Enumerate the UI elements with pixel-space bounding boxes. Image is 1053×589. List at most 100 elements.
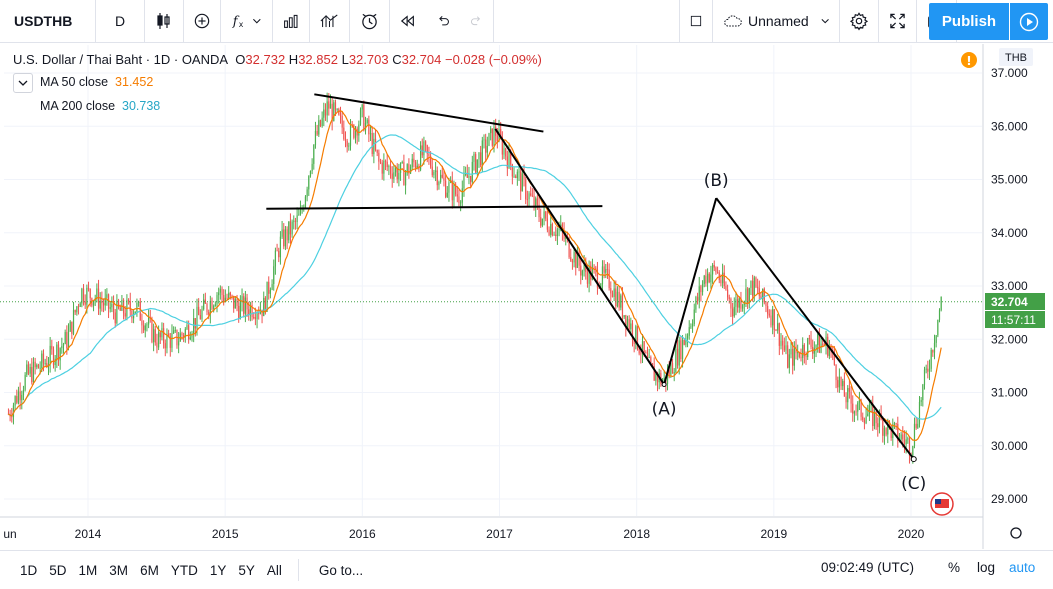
candle-body <box>503 148 505 155</box>
candle-body <box>715 267 717 273</box>
layout-name: Unnamed <box>747 13 809 29</box>
candle-body <box>433 171 435 176</box>
candle-body <box>314 130 317 145</box>
candle-body <box>865 416 867 424</box>
replay-button[interactable] <box>390 0 426 43</box>
candle-body <box>458 196 460 203</box>
redo-icon <box>471 16 481 26</box>
candle-body <box>815 345 817 349</box>
candle-body <box>142 325 145 331</box>
candle-body <box>686 335 689 339</box>
legend-collapse-button[interactable] <box>13 73 33 93</box>
candle-body <box>671 363 674 374</box>
axis-settings-icon[interactable] <box>1010 527 1022 539</box>
candle-body <box>875 411 877 424</box>
candle-body <box>620 295 622 308</box>
range-button-all[interactable]: All <box>266 562 282 578</box>
goto-button[interactable]: Go to... <box>297 559 363 581</box>
log-toggle[interactable]: log <box>977 560 996 575</box>
candle-body <box>109 307 111 309</box>
fullscreen-button[interactable] <box>879 0 917 43</box>
candle-body <box>117 300 120 308</box>
symbol-search[interactable]: USDTHB <box>0 0 96 43</box>
candle-body <box>500 129 502 137</box>
candle-body <box>726 289 729 298</box>
ma50-legend[interactable]: MA 50 close 31.452 <box>40 75 153 89</box>
candle-body <box>226 297 228 299</box>
percent-toggle[interactable]: % <box>948 560 961 575</box>
ma200-legend[interactable]: MA 200 close 30.738 <box>40 99 160 113</box>
chart-style-button[interactable] <box>145 0 184 43</box>
candle-body <box>783 345 785 351</box>
range-button-5y[interactable]: 5Y <box>238 562 255 578</box>
candle-body <box>72 310 75 334</box>
candle-body <box>593 267 595 269</box>
candle-body <box>873 411 876 427</box>
candle-body <box>248 309 250 316</box>
publish-button[interactable]: Publish <box>929 3 1009 40</box>
candle-body <box>236 299 238 306</box>
candle-body <box>553 234 555 236</box>
range-buttons: 1D 5D 1M 3M 6M YTD 1Y 5Y All <box>0 563 288 578</box>
candle-body <box>648 357 650 359</box>
undo-button[interactable] <box>426 0 460 43</box>
financials-button[interactable] <box>273 0 310 43</box>
candle-body <box>531 195 533 197</box>
wave-line[interactable] <box>663 197 718 385</box>
fullscreen-select-button[interactable] <box>680 0 713 43</box>
candle-body <box>445 180 447 197</box>
range-button-6m[interactable]: 6M <box>140 562 159 578</box>
candle-body <box>842 380 844 387</box>
range-button-5d[interactable]: 5D <box>49 562 67 578</box>
candle-body <box>51 345 53 350</box>
candle-body <box>775 329 777 331</box>
candle-body <box>136 302 138 312</box>
utc-clock[interactable]: 09:02:49 (UTC) <box>821 560 915 575</box>
candle-body <box>655 373 657 381</box>
range-button-3m[interactable]: 3M <box>109 562 129 578</box>
trendline-2[interactable] <box>266 205 603 210</box>
trendline-1[interactable] <box>314 93 544 133</box>
play-button[interactable] <box>1010 3 1048 40</box>
redo-button[interactable] <box>460 0 494 43</box>
range-button-1d[interactable]: 1D <box>20 562 38 578</box>
close-value: 32.704 <box>401 52 442 67</box>
range-button-1y[interactable]: 1Y <box>209 562 227 578</box>
candle-body <box>681 339 684 360</box>
ma50-value: 31.452 <box>115 75 154 89</box>
candle-body <box>446 192 448 197</box>
range-button-ytd[interactable]: YTD <box>170 562 198 578</box>
interval-button[interactable]: D <box>96 0 145 43</box>
price-chart[interactable]: (A)(B)(C)37.00036.00035.00034.00033.0003… <box>0 0 1053 550</box>
candle-body <box>308 176 310 190</box>
candle-body <box>893 423 896 425</box>
candle-body <box>496 135 498 142</box>
wave-line[interactable] <box>715 197 915 460</box>
legend-title: U.S. Dollar / Thai Baht · 1D · OANDA <box>13 52 229 67</box>
info-badge-icon[interactable] <box>961 52 977 68</box>
templates-button[interactable] <box>310 0 350 43</box>
candle-body <box>855 411 857 413</box>
candle-body <box>102 303 105 306</box>
wave-line[interactable] <box>494 128 665 386</box>
layout-button[interactable]: Unnamed <box>713 0 840 43</box>
svg-text:f: f <box>232 14 240 29</box>
candle-body <box>166 333 168 349</box>
square-icon <box>690 15 702 27</box>
candle-body <box>127 299 130 302</box>
candle-body <box>279 236 282 258</box>
range-button-1m[interactable]: 1M <box>78 562 98 578</box>
rewind-icon <box>400 15 414 27</box>
auto-toggle[interactable]: auto <box>1009 560 1036 575</box>
compare-button[interactable] <box>184 0 221 43</box>
candle-body <box>223 295 225 302</box>
candle-body <box>711 265 714 275</box>
candle-body <box>817 333 819 346</box>
candle-body <box>404 172 407 186</box>
candle-body <box>348 145 350 147</box>
settings-button[interactable] <box>840 0 879 43</box>
candle-body <box>718 272 720 280</box>
alert-button[interactable] <box>350 0 390 43</box>
candle-body <box>148 317 150 325</box>
